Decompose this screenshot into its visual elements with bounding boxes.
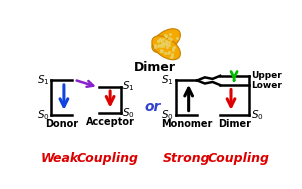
Text: $S_0$: $S_0$ bbox=[251, 108, 264, 122]
Text: Upper: Upper bbox=[251, 71, 282, 80]
Text: Dimer: Dimer bbox=[218, 119, 251, 129]
Text: Lower: Lower bbox=[251, 81, 282, 90]
Text: $S_1$: $S_1$ bbox=[37, 74, 49, 87]
Text: $S_0$: $S_0$ bbox=[37, 108, 49, 122]
Text: Donor: Donor bbox=[45, 119, 78, 129]
Text: Coupling: Coupling bbox=[208, 152, 270, 165]
Text: Dimer: Dimer bbox=[134, 61, 176, 74]
Text: Monomer: Monomer bbox=[161, 119, 212, 129]
Text: $S_1$: $S_1$ bbox=[162, 74, 174, 87]
Ellipse shape bbox=[152, 36, 180, 60]
Text: Acceptor: Acceptor bbox=[86, 117, 135, 127]
Text: Strong: Strong bbox=[162, 152, 210, 165]
Ellipse shape bbox=[152, 29, 180, 53]
Text: or: or bbox=[144, 100, 161, 114]
Text: Coupling: Coupling bbox=[77, 152, 139, 165]
Text: $S_0$: $S_0$ bbox=[122, 106, 135, 120]
Text: $S_1$: $S_1$ bbox=[122, 80, 135, 94]
Text: Weak: Weak bbox=[41, 152, 79, 165]
Text: $S_0$: $S_0$ bbox=[161, 108, 174, 122]
